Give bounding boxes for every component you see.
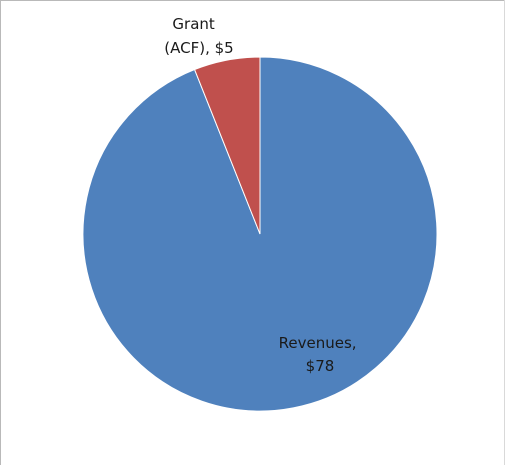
slice-label-revenues: Revenues, $78 [279, 334, 362, 375]
slice-label-revenues-line1: Revenues, [279, 334, 357, 352]
chart-border-left [0, 0, 1, 465]
chart-border-right [504, 0, 505, 465]
chart-border-top [0, 0, 505, 1]
slice-label-grant-line1: Grant [172, 15, 214, 33]
pie-slice-grant-acf [193, 56, 261, 235]
slice-label-grant-line2: (ACF), $5 [164, 39, 233, 57]
slice-label-grant: Grant (ACF), $5 [164, 15, 233, 57]
slice-label-revenues-line2: $78 [306, 357, 335, 375]
pie-slice-revenues [82, 56, 438, 412]
